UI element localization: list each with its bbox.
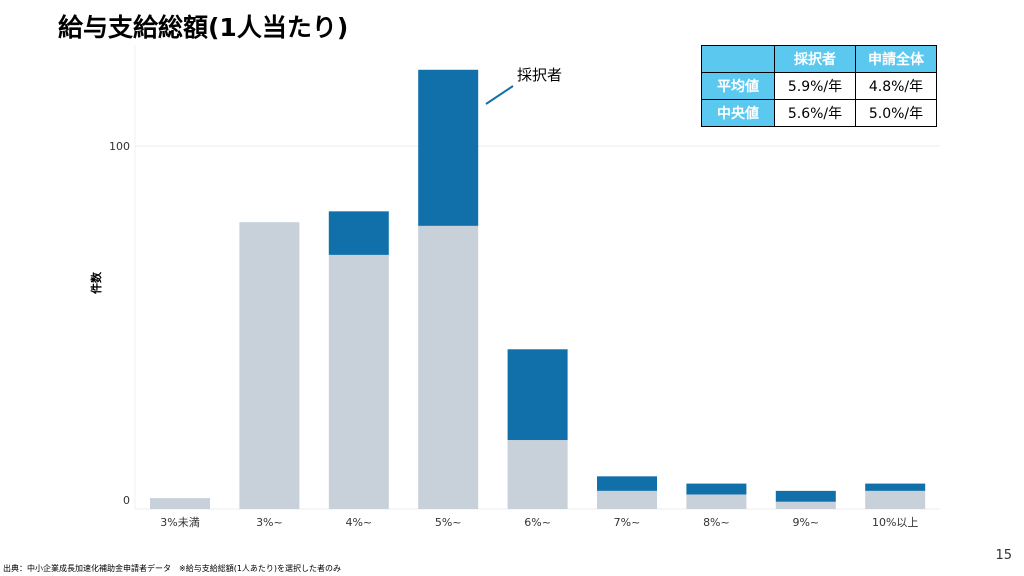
bar-segment [865,490,926,509]
y-axis-label: 件数 [89,271,103,294]
bar-segment [597,490,657,509]
row-label: 中央値 [701,99,775,127]
bar-segment [597,476,657,491]
table-row: 平均値 5.9%/年 4.8%/年 [701,72,937,100]
bar-segment [150,498,210,509]
x-tick-label: 4%~ [345,516,372,529]
x-tick-label: 10%以上 [872,516,918,529]
annotation-label: 採択者 [517,66,563,84]
cell: 5.0%/年 [855,99,937,127]
bar-segment [328,254,389,509]
y-tick-label: 0 [123,494,130,507]
header-cell: 採択者 [774,45,856,73]
bar-segment [418,69,479,226]
bar-segment [507,349,568,441]
x-tick-label: 9%~ [792,516,819,529]
annotation-line [485,85,514,105]
bar-segment [328,211,389,255]
header-cell [701,45,775,73]
bar-segment [865,483,926,491]
header-cell: 申請全体 [855,45,937,73]
x-tick-label: 3%~ [256,516,283,529]
bar-segment [507,440,568,509]
page-number: 15 [995,548,1012,563]
x-tick-label: 6%~ [524,516,551,529]
x-tick-label: 3%未満 [160,516,199,529]
bar-segment [239,222,300,510]
table-row: 中央値 5.6%/年 5.0%/年 [701,99,937,127]
page-title: 給与支給総額(1人当たり) [58,13,349,42]
bar-segment [686,483,747,495]
cell: 5.9%/年 [774,72,856,100]
bar-segment [775,501,836,509]
x-tick-label: 8%~ [703,516,730,529]
x-tick-label: 5%~ [435,516,462,529]
bar-segment [418,225,479,510]
table-header-row: 採択者 申請全体 [701,45,937,73]
x-tick-label: 7%~ [614,516,641,529]
source-note: 出典：中小企業成長加速化補助金申請者データ ※給与支給総額(1人あたり)を選択し… [3,564,342,573]
bar-segment [775,490,836,502]
stats-table: 採択者 申請全体 平均値 5.9%/年 4.8%/年 中央値 5.6%/年 5.0%/年 [701,45,937,127]
cell: 5.6%/年 [774,99,856,127]
cell: 4.8%/年 [855,72,937,100]
row-label: 平均値 [701,72,775,100]
bar-segment [686,494,747,509]
y-tick-label: 100 [109,140,130,153]
